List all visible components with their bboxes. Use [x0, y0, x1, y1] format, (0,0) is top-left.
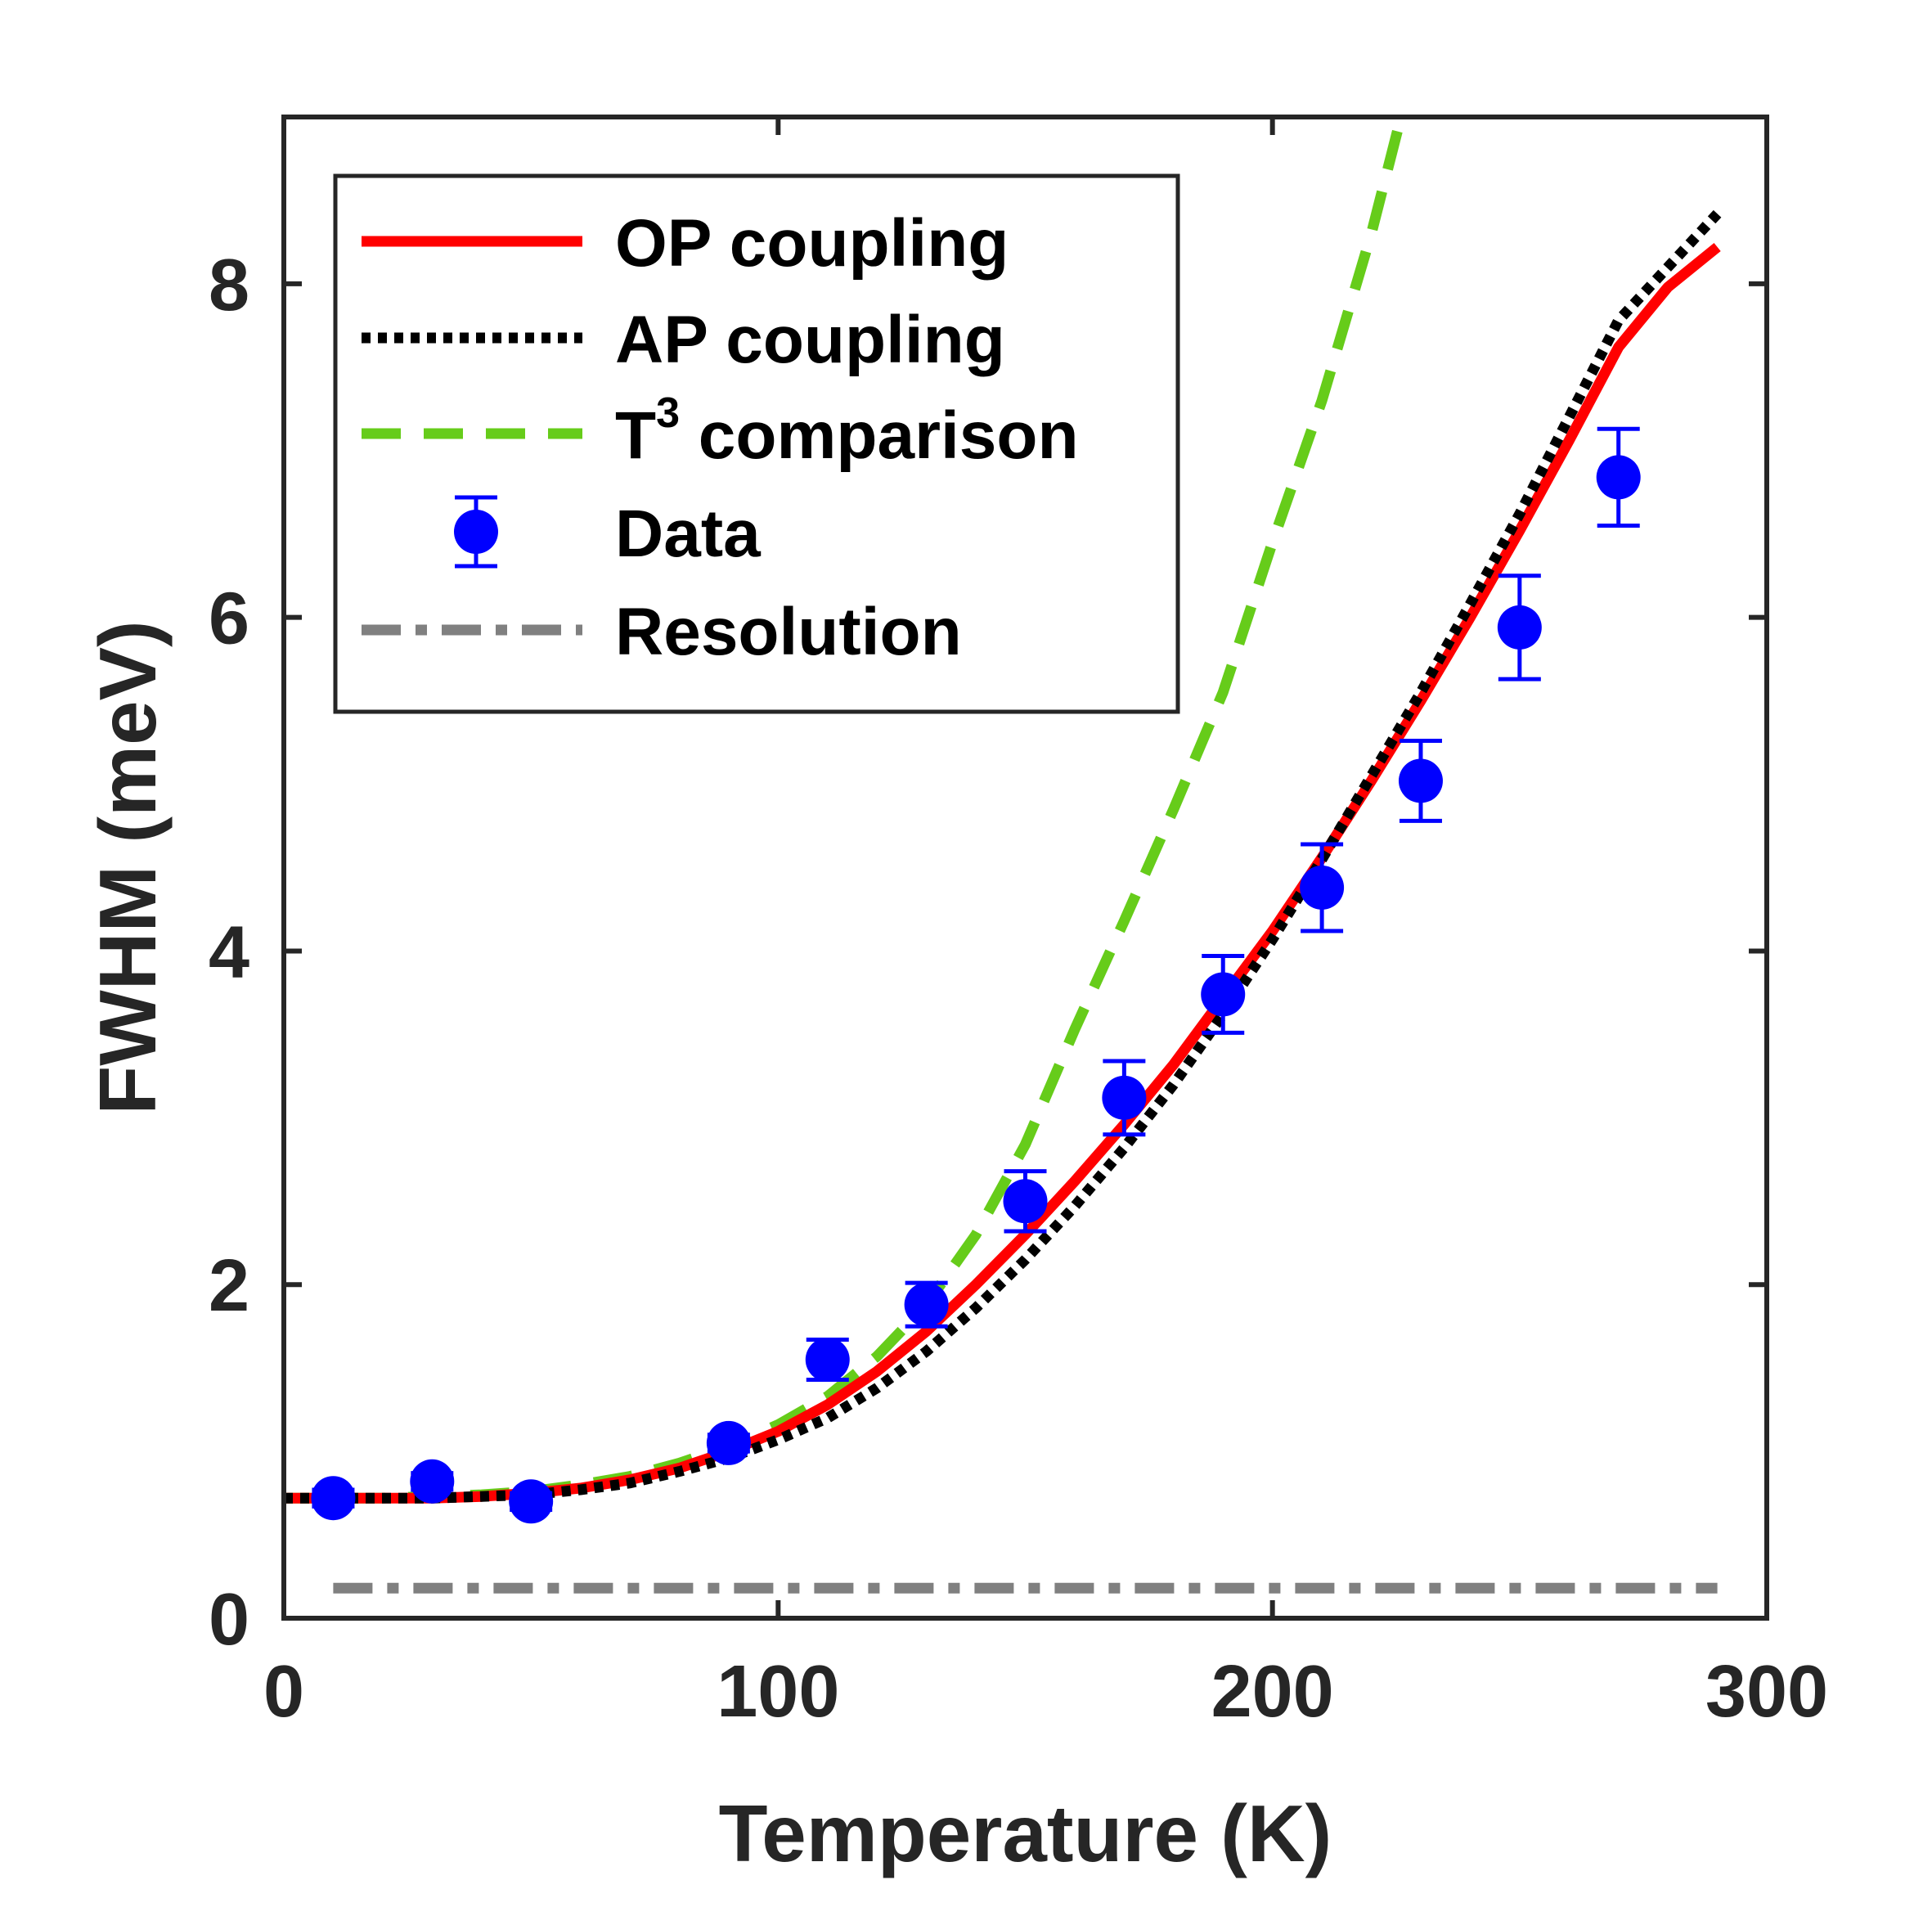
data-point	[410, 1459, 455, 1504]
legend-label: Data	[615, 497, 762, 571]
y-axis-label: FWHM (meV)	[83, 620, 173, 1114]
data-point	[1003, 1169, 1048, 1234]
data-point	[1300, 842, 1345, 933]
x-tick-label: 100	[717, 1651, 839, 1733]
data-marker	[706, 1420, 751, 1465]
legend-entry: AP coupling	[362, 303, 1005, 377]
legend-label: T3 comparison	[615, 389, 1079, 473]
x-tick-label: 200	[1211, 1651, 1334, 1733]
data-marker	[805, 1337, 850, 1382]
data-marker	[1398, 758, 1443, 803]
data-point	[1398, 739, 1443, 823]
data-marker	[509, 1479, 554, 1524]
data-point	[311, 1476, 356, 1521]
y-tick-label: 2	[209, 1245, 249, 1327]
data-marker	[1102, 1075, 1147, 1120]
y-tick-label: 4	[209, 911, 249, 993]
legend-label: Resolution	[615, 595, 962, 669]
legend-label-superscript: 3	[656, 389, 680, 437]
legend-box	[333, 173, 1180, 714]
data-point	[904, 1280, 949, 1329]
legend-entry: Resolution	[362, 595, 962, 669]
legend-label: OP coupling	[615, 206, 1009, 281]
data-marker	[1003, 1179, 1048, 1224]
x-tick-label: 300	[1705, 1651, 1828, 1733]
legend-entry: T3 comparison	[362, 389, 1079, 473]
data-point	[805, 1337, 850, 1382]
data-marker	[1201, 972, 1246, 1017]
legend-entry: OP coupling	[362, 206, 1009, 281]
x-tick-label: 0	[263, 1651, 304, 1733]
data-point	[1102, 1059, 1147, 1137]
y-tick-label: 0	[209, 1579, 249, 1661]
y-tick-label: 6	[209, 578, 249, 660]
data-point	[1201, 954, 1246, 1035]
data-points-layer	[311, 426, 1641, 1524]
data-point	[1497, 573, 1542, 681]
data-point	[706, 1420, 751, 1465]
legend-entry: Data	[454, 495, 762, 571]
data-marker	[1300, 865, 1345, 910]
legend: OP coupling AP coupling T3 comparison Data R…	[333, 173, 1180, 714]
data-marker	[904, 1282, 949, 1327]
series-line-ap-coupling	[284, 209, 1722, 1504]
data-marker	[410, 1459, 455, 1504]
data-marker	[1497, 605, 1542, 650]
legend-marker	[454, 510, 498, 554]
data-point	[509, 1479, 554, 1524]
plot-frame	[281, 115, 1769, 1621]
legend-label: AP coupling	[615, 303, 1005, 377]
axes-layer: 0 100 200 300 0 2 4 6 8	[209, 115, 1828, 1733]
data-point	[1596, 426, 1641, 528]
y-tick-label: 8	[209, 245, 249, 326]
x-axis-label: Temperature (K)	[719, 1788, 1332, 1878]
legend-label-suffix: comparison	[680, 398, 1079, 473]
data-marker	[1596, 455, 1641, 500]
data-marker	[311, 1476, 356, 1521]
